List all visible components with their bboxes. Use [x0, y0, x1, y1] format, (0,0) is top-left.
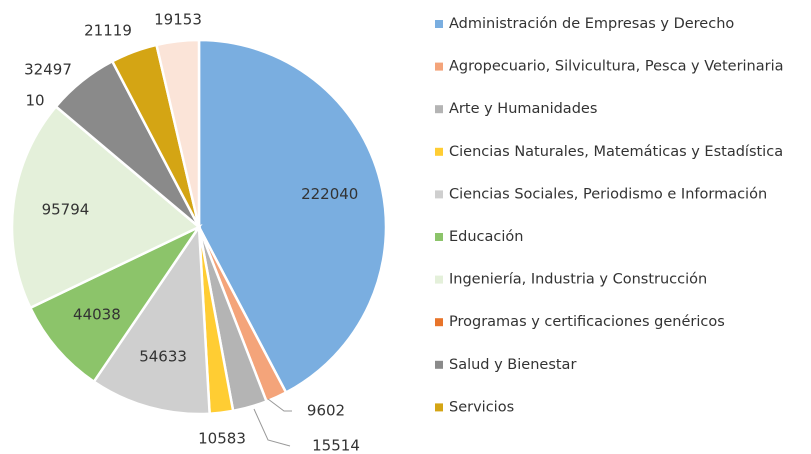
pie-slice — [10, 104, 202, 310]
legend-label: Salud y Bienestar — [449, 357, 576, 373]
legend-swatch — [435, 403, 443, 412]
data-label: 54633 — [139, 347, 187, 365]
legend-swatch — [435, 62, 443, 71]
legend-swatch — [435, 190, 443, 199]
data-label: 19153 — [154, 11, 202, 29]
pie-slice — [155, 38, 201, 228]
pie-slice — [197, 38, 388, 395]
legend-swatch — [435, 105, 443, 114]
legend-label: Servicios — [449, 399, 514, 415]
data-label: 222040 — [301, 185, 358, 203]
legend-label: Programas y certificaciones genéricos — [449, 314, 725, 330]
legend-swatch — [435, 233, 443, 241]
leader-line — [253, 408, 291, 447]
legend-swatch — [435, 318, 443, 327]
data-label: 21119 — [84, 22, 132, 40]
legend-swatch — [435, 275, 443, 284]
data-label: 15514 — [312, 437, 360, 454]
legend-label: Educación — [449, 229, 523, 245]
legend-swatch — [435, 147, 443, 156]
data-label: 10 — [25, 92, 44, 110]
pie-slice — [28, 223, 203, 384]
legend-label: Ingeniería, Industria y Construcción — [449, 272, 707, 288]
legend-swatch — [435, 20, 443, 28]
data-label: 10583 — [198, 430, 246, 448]
legend-label: Ciencias Naturales, Matemáticas y Estadí… — [449, 144, 783, 160]
legend-label: Agropecuario, Silvicultura, Pesca y Vete… — [449, 59, 784, 75]
data-label: 32497 — [24, 61, 72, 79]
data-label: 44038 — [73, 305, 121, 323]
pie-slice — [92, 223, 211, 416]
data-label: 95794 — [42, 201, 90, 219]
legend-swatch — [435, 360, 443, 369]
legend-label: Administración de Empresas y Derecho — [449, 16, 734, 32]
legend-label: Ciencias Sociales, Periodismo e Informac… — [449, 186, 767, 202]
legend-label: Arte y Humanidades — [449, 101, 597, 117]
data-label: 9602 — [307, 402, 345, 420]
leader-line — [267, 398, 292, 412]
